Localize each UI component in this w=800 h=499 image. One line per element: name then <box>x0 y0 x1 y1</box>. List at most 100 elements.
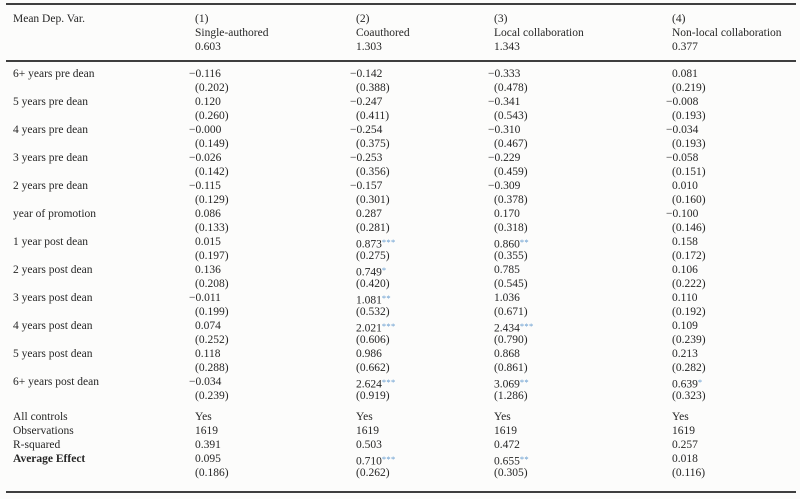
estimate-value: 2.434 <box>494 322 520 334</box>
coef-cell: −0.254 (0.375) <box>350 123 494 151</box>
estimate: 0.868 <box>494 347 672 361</box>
significance-stars: ** <box>519 376 529 387</box>
estimate: −0.157 <box>350 179 494 193</box>
coef-cell: 2.624*** (0.919) <box>356 375 494 403</box>
std-error: (0.323) <box>672 389 706 402</box>
coef-cell: −0.000 (0.149) <box>189 123 356 151</box>
coef-cell: 0.015 (0.197) <box>195 235 356 263</box>
coef-cell: 0.287 (0.281) <box>356 207 494 235</box>
column-header-3: (3) Local collaboration 1.343 <box>494 12 672 54</box>
column-3-mean: 1.343 <box>494 41 520 53</box>
estimate-value: −0.034 <box>189 375 222 388</box>
estimate: −0.026 <box>189 151 356 165</box>
std-error: (0.861) <box>494 361 528 374</box>
stat-value: 0.503 <box>356 438 382 451</box>
column-2-name: Coauthored <box>356 27 410 39</box>
estimate: −0.011 <box>189 291 356 305</box>
std-error: (0.192) <box>672 305 706 318</box>
std-error: (0.116) <box>672 466 706 479</box>
stat-value: 0.391 <box>195 438 221 451</box>
std-error: (0.239) <box>672 333 706 346</box>
coef-cell: −0.034 (0.239) <box>189 375 356 403</box>
table-row: 4 years post dean 0.074 (0.252) 2.021*** (0.… <box>13 319 800 347</box>
std-error: (0.262) <box>356 466 390 479</box>
estimate-value: 0.986 <box>356 347 382 360</box>
estimate: 0.095 <box>195 452 356 466</box>
std-error: (0.202) <box>195 81 229 94</box>
column-2-mean: 1.303 <box>356 41 382 53</box>
estimate-value: −0.026 <box>189 151 222 164</box>
stat-label: R-squared <box>13 438 61 451</box>
estimate: −0.341 <box>488 95 672 109</box>
std-error: (1.286) <box>494 389 528 402</box>
estimate-value: 0.109 <box>672 319 698 332</box>
row-label: 3 years pre dean <box>13 151 89 164</box>
estimate-value: −0.100 <box>666 207 699 220</box>
average-effect-label: Average Effect <box>13 452 86 465</box>
coef-cell: −0.026 (0.142) <box>189 151 356 179</box>
std-error: (0.129) <box>195 193 229 206</box>
stat-value: 0.257 <box>672 438 698 451</box>
stat-label: Observations <box>13 424 74 437</box>
estimate: 0.074 <box>195 319 356 333</box>
summary-rows: All controls Yes Yes Yes Yes Observations 1619… <box>13 410 800 480</box>
stat-value: 1619 <box>494 424 517 437</box>
coef-cell: 0.158 (0.172) <box>672 235 800 263</box>
coef-cell: 0.986 (0.662) <box>356 347 494 375</box>
estimate: 0.170 <box>494 207 672 221</box>
std-error: (0.275) <box>356 249 390 262</box>
stat-value: Yes <box>494 410 511 423</box>
std-error: (0.919) <box>356 389 390 402</box>
coef-cell: −0.008 (0.193) <box>666 95 800 123</box>
coef-cell: 0.086 (0.133) <box>195 207 356 235</box>
std-error: (0.459) <box>494 165 528 178</box>
std-error: (0.375) <box>356 137 390 150</box>
estimate: −0.100 <box>666 207 800 221</box>
estimate-value: −0.142 <box>350 67 383 80</box>
std-error: (0.133) <box>195 221 229 234</box>
estimate-value: 0.095 <box>195 452 221 465</box>
coef-cell: −0.309 (0.378) <box>488 179 672 207</box>
row-label: 5 years pre dean <box>13 95 89 108</box>
estimate-value: −0.034 <box>666 123 699 136</box>
estimate-value: 0.868 <box>494 347 520 360</box>
coef-cell: 0.110 (0.192) <box>672 291 800 319</box>
estimate-value: −0.000 <box>189 123 222 136</box>
stat-label: All controls <box>13 410 68 423</box>
average-effect-cell: 0.095 (0.186) <box>195 452 356 480</box>
coef-cell: −0.310 (0.467) <box>488 123 672 151</box>
estimate-value: −0.058 <box>666 151 699 164</box>
coef-cell: −0.341 (0.543) <box>488 95 672 123</box>
row-label: 5 years post dean <box>13 347 93 360</box>
estimate: 0.213 <box>672 347 800 361</box>
estimate: 0.109 <box>672 319 800 333</box>
coef-cell: −0.115 (0.129) <box>189 179 356 207</box>
row-label: 2 years post dean <box>13 263 93 276</box>
estimate: 0.081 <box>672 67 800 81</box>
coef-cell: 0.639* (0.323) <box>672 375 800 403</box>
column-header-2: (2) Coauthored 1.303 <box>356 12 494 54</box>
table-row: 3 years pre dean −0.026 (0.142) −0.253 (0.35… <box>13 151 800 179</box>
std-error: (0.478) <box>494 81 528 94</box>
estimate: −0.229 <box>488 151 672 165</box>
table-row: 6+ years pre dean −0.116 (0.202) −0.142 (0.3… <box>13 67 800 95</box>
estimate-value: 0.655 <box>494 455 520 467</box>
coef-cell: 0.170 (0.318) <box>494 207 672 235</box>
std-error: (0.160) <box>672 193 706 206</box>
table-row: 5 years post dean 0.118 (0.288) 0.986 (0.662… <box>13 347 800 375</box>
estimate-value: 0.010 <box>672 179 698 192</box>
estimate-value: 0.081 <box>672 67 698 80</box>
estimate: 0.120 <box>195 95 356 109</box>
std-error: (0.378) <box>494 193 528 206</box>
estimate-value: 0.213 <box>672 347 698 360</box>
coef-cell: −0.247 (0.411) <box>350 95 494 123</box>
std-error: (0.149) <box>195 137 229 150</box>
estimate-value: −0.309 <box>488 179 521 192</box>
std-error: (0.151) <box>672 165 706 178</box>
coef-cell: 0.010 (0.160) <box>672 179 800 207</box>
column-1-mean: 0.603 <box>195 41 221 53</box>
estimate: 0.010 <box>672 179 800 193</box>
estimate-value: 0.106 <box>672 263 698 276</box>
std-error: (0.193) <box>672 109 706 122</box>
table-row: 6+ years post dean −0.034 (0.239) 2.624***(… <box>13 375 800 403</box>
